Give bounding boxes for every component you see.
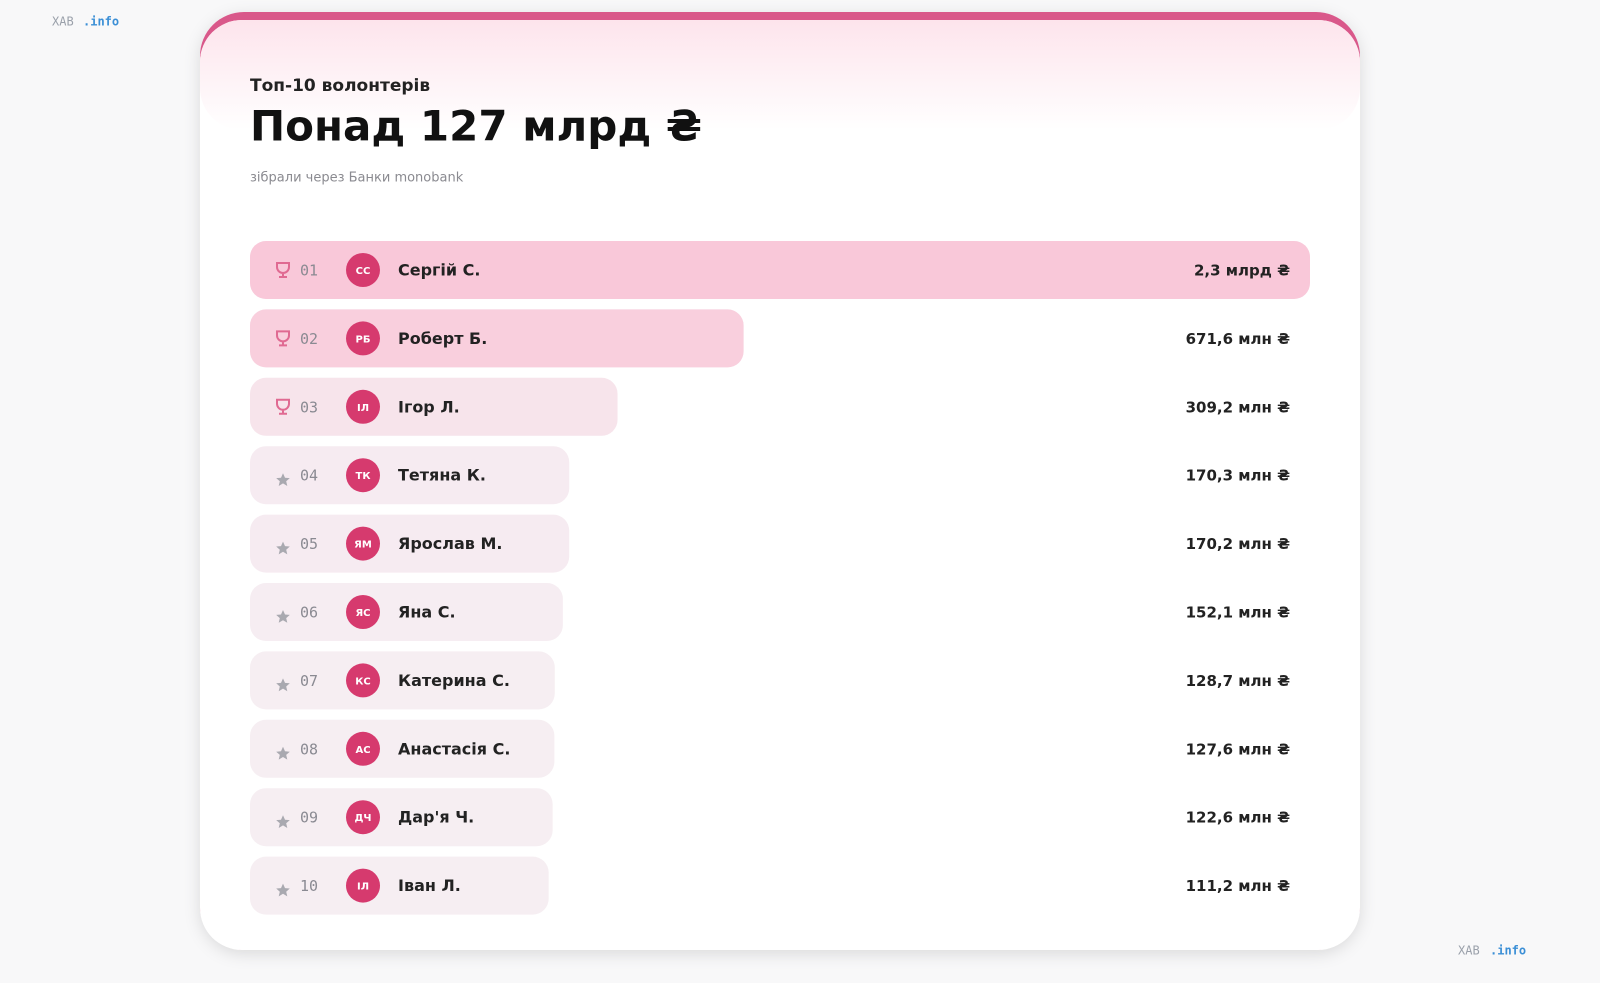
category-label: Тетяна К.	[398, 466, 486, 485]
bar	[250, 788, 553, 847]
avatar-initials: ЯС	[355, 608, 370, 619]
value-label: 2,3 млрд ₴	[1194, 262, 1290, 280]
row-track	[250, 446, 570, 505]
bar	[250, 583, 563, 641]
star-icon	[276, 473, 290, 486]
avatar	[346, 800, 380, 835]
bar	[250, 856, 549, 915]
rank: 10	[300, 877, 318, 895]
category-label: Дар'я Ч.	[398, 808, 474, 827]
avatar-initials: ДЧ	[355, 813, 372, 824]
avatar	[346, 321, 380, 356]
category-label: Роберт Б.	[398, 329, 487, 348]
rank: 02	[300, 330, 318, 348]
value-label: 122,6 млн ₴	[1186, 809, 1291, 827]
avatar	[346, 663, 380, 698]
watermark-suffix: .info	[1490, 944, 1526, 958]
trophy-icon	[276, 330, 290, 347]
avatar-initials: ІЛ	[357, 882, 369, 893]
row-track	[250, 856, 549, 915]
avatar-initials: РБ	[356, 334, 371, 345]
star-icon	[276, 610, 290, 623]
rank: 05	[300, 535, 318, 553]
avatar	[346, 458, 380, 493]
row-track	[250, 719, 555, 778]
value-label: 170,2 млн ₴	[1186, 535, 1291, 553]
value-label: 309,2 млн ₴	[1186, 398, 1291, 416]
watermark-brand: ХАВ	[1458, 944, 1480, 958]
value-label: 127,6 млн ₴	[1186, 740, 1291, 758]
subtitle: зібрали через Банки monobank	[250, 171, 464, 186]
rank: 01	[300, 262, 318, 280]
bar	[250, 719, 555, 778]
row-track	[250, 514, 570, 573]
star-icon	[276, 678, 290, 692]
rank: 03	[300, 398, 318, 416]
avatar	[346, 526, 380, 561]
avatar-initials: АС	[355, 745, 370, 756]
row-track	[250, 377, 618, 436]
rank: 08	[300, 740, 318, 758]
value-label: 671,6 млн ₴	[1186, 330, 1291, 348]
watermark-brand: ХАВ	[52, 15, 74, 29]
category-label: Катерина С.	[398, 671, 510, 690]
avatar-initials: ІЛ	[357, 403, 369, 414]
star-icon	[276, 746, 290, 760]
category-label: Сергій С.	[398, 261, 481, 280]
avatar	[346, 868, 380, 903]
row-track	[250, 788, 553, 847]
avatar	[346, 253, 380, 287]
category-label: Ярослав М.	[398, 534, 502, 553]
category-label: Ігор Л.	[398, 397, 460, 416]
category-label: Іван Л.	[398, 876, 461, 895]
bar	[250, 241, 1310, 299]
watermark-suffix: .info	[83, 15, 119, 29]
avatar	[346, 731, 380, 766]
value-label: 170,3 млн ₴	[1186, 467, 1291, 485]
avatar-initials: ЯМ	[354, 540, 372, 551]
value-label: 111,2 млн ₴	[1186, 877, 1291, 895]
star-icon	[276, 883, 290, 897]
avatar-initials: СС	[356, 266, 371, 277]
card-header-tint	[200, 20, 1360, 130]
bar	[250, 446, 570, 505]
chart-title: Понад 127 млрд ₴	[250, 102, 702, 151]
category-label: Яна С.	[398, 603, 456, 622]
bar	[250, 651, 555, 710]
trophy-icon	[276, 262, 290, 278]
star-icon	[276, 541, 290, 555]
row-track	[250, 651, 555, 710]
rank: 09	[300, 809, 318, 827]
bar	[250, 309, 744, 368]
value-label: 128,7 млн ₴	[1186, 672, 1291, 690]
bar	[250, 377, 618, 436]
rank: 07	[300, 672, 318, 690]
value-label: 152,1 млн ₴	[1186, 604, 1291, 622]
trophy-icon	[276, 398, 290, 415]
rank: 06	[300, 604, 318, 622]
star-icon	[276, 815, 290, 828]
avatar	[346, 595, 380, 629]
avatar-initials: КС	[355, 676, 371, 687]
category-label: Анастасія С.	[398, 739, 510, 758]
rank: 04	[300, 467, 318, 485]
kicker: Топ-10 волонтерів	[250, 76, 430, 96]
bar	[250, 514, 570, 573]
row-track	[250, 583, 563, 641]
avatar	[346, 389, 380, 424]
avatar-initials: ТК	[356, 471, 372, 482]
